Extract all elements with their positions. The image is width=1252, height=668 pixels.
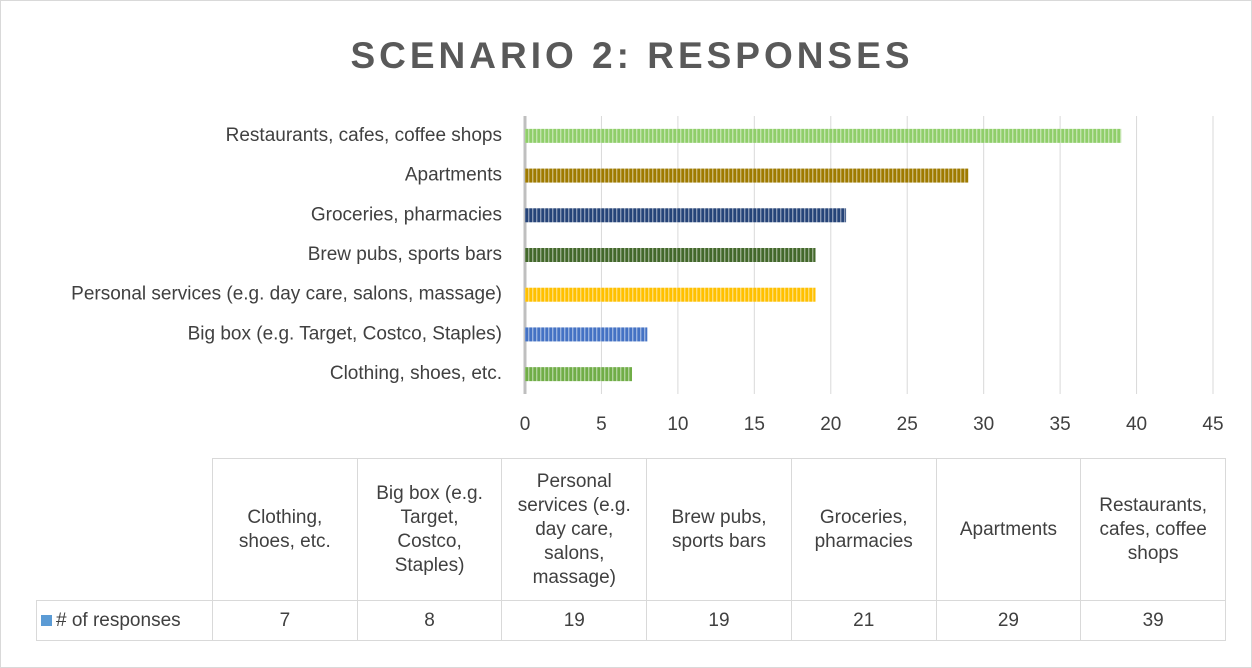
y-tick-label: Brew pubs, sports bars — [308, 244, 502, 265]
x-tick-label: 45 — [1202, 414, 1223, 435]
bar — [525, 287, 816, 302]
x-tick-label: 35 — [1050, 414, 1071, 435]
table-value: 39 — [1080, 600, 1226, 641]
table-header: Groceries, pharmacies — [790, 458, 937, 601]
bar — [525, 367, 633, 382]
x-tick-label: 10 — [667, 414, 688, 435]
table-header: Brew pubs, sports bars — [646, 458, 792, 601]
chart-title: SCENARIO 2: RESPONSES — [350, 35, 913, 76]
x-tick-label: 30 — [973, 414, 994, 435]
table-value: 8 — [356, 600, 503, 641]
table-header: Apartments — [935, 458, 1082, 601]
y-tick-label: Personal services (e.g. day care, salons… — [71, 284, 502, 305]
x-tick-label: 5 — [596, 414, 607, 435]
table-header: Big box (e.g. Target, Costco, Staples) — [356, 458, 503, 601]
y-tick-label: Clothing, shoes, etc. — [330, 363, 502, 384]
legend-key — [41, 615, 52, 626]
table-header: Personal services (e.g. day care, salons… — [501, 458, 648, 601]
x-tick-label: 25 — [897, 414, 918, 435]
table-value: 19 — [646, 600, 792, 641]
bar — [525, 128, 1122, 143]
x-tick-label: 40 — [1126, 414, 1147, 435]
table-row-label: # of responses — [36, 600, 213, 641]
y-tick-label: Groceries, pharmacies — [311, 204, 502, 225]
bar — [525, 327, 648, 342]
table-value: 7 — [212, 600, 358, 641]
bar — [525, 248, 816, 262]
table-header: Clothing, shoes, etc. — [212, 458, 358, 601]
x-tick-label: 20 — [820, 414, 841, 435]
y-tick-label: Restaurants, cafes, coffee shops — [226, 125, 502, 146]
table-header: Restaurants, cafes, coffee shops — [1080, 458, 1226, 601]
table-value: 29 — [935, 600, 1082, 641]
table-value: 19 — [501, 600, 648, 641]
legend-label: # of responses — [56, 609, 181, 631]
x-tick-label: 0 — [520, 414, 531, 435]
y-tick-label: Apartments — [405, 165, 502, 186]
bar — [525, 168, 969, 183]
y-tick-label: Big box (e.g. Target, Costco, Staples) — [188, 323, 502, 344]
x-tick-label: 15 — [744, 414, 765, 435]
bar — [525, 208, 847, 223]
table-value: 21 — [790, 600, 937, 641]
